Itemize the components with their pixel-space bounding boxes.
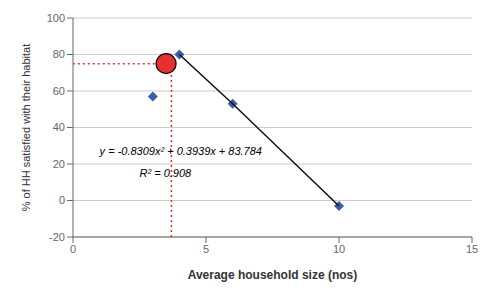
svg-text:5: 5 bbox=[203, 243, 209, 255]
svg-text:80: 80 bbox=[53, 48, 65, 60]
svg-text:R² = 0.908: R² = 0.908 bbox=[140, 167, 193, 179]
svg-text:-20: -20 bbox=[49, 231, 65, 243]
svg-text:100: 100 bbox=[47, 12, 65, 24]
svg-text:0: 0 bbox=[70, 243, 76, 255]
svg-text:40: 40 bbox=[53, 121, 65, 133]
svg-text:60: 60 bbox=[53, 85, 65, 97]
svg-text:y = -0.8309x² + 0.3939x + 83.7: y = -0.8309x² + 0.3939x + 83.784 bbox=[99, 145, 262, 157]
svg-text:15: 15 bbox=[466, 243, 478, 255]
svg-text:% of HH satisfied with their h: % of HH satisfied with their habitat bbox=[20, 44, 32, 212]
svg-text:Average household size (nos): Average household size (nos) bbox=[188, 268, 358, 282]
svg-text:10: 10 bbox=[333, 243, 345, 255]
svg-text:0: 0 bbox=[59, 194, 65, 206]
svg-text:20: 20 bbox=[53, 158, 65, 170]
